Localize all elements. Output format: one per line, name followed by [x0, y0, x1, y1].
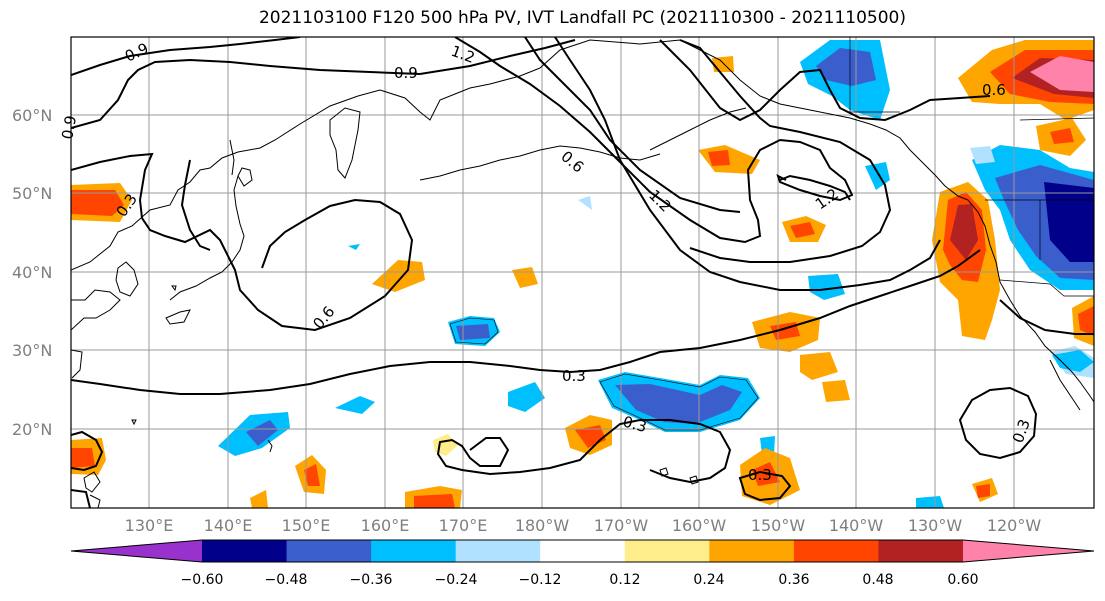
- pv-label: 0.9: [394, 64, 418, 82]
- colorbar-tick-label: −0.48: [265, 572, 308, 588]
- lon-label: 150°W: [751, 516, 806, 535]
- colorbar-cell: [286, 540, 372, 562]
- colorbar-tick-label: −0.36: [350, 572, 393, 588]
- colorbar-tick-label: −0.12: [519, 572, 562, 588]
- lat-label: 30°N: [12, 341, 52, 360]
- map-title: 2021103100 F120 500 hPa PV, IVT Landfall…: [258, 8, 906, 28]
- colorbar-tick-label: 0.12: [609, 572, 640, 588]
- colorbar-cells: [70, 539, 1095, 563]
- map-frame: [70, 36, 1095, 509]
- lat-label: 60°N: [12, 106, 52, 125]
- lon-label: 130°W: [908, 516, 963, 535]
- lon-label: 150°E: [282, 516, 331, 535]
- colorbar-cell: [709, 540, 795, 562]
- pv-label: 0.3: [621, 412, 649, 436]
- lon-label: 180°W: [515, 516, 570, 535]
- political-borders: [849, 37, 1094, 297]
- pv-label: 0.3: [562, 367, 586, 385]
- lat-label: 20°N: [12, 420, 52, 439]
- lon-label: 160°E: [361, 516, 410, 535]
- map-plot-area: [71, 37, 1094, 508]
- colorbar-tick-label: 0.24: [693, 572, 724, 588]
- colorbar-extend-low: [71, 540, 202, 562]
- colorbar-tick-label: 0.48: [862, 572, 893, 588]
- colorbar: −0.60 −0.48 −0.36 −0.24 −0.12 0.12 0.24 …: [70, 539, 1095, 588]
- shading-outlines: [449, 317, 759, 431]
- lon-label: 170°W: [594, 516, 649, 535]
- pv-label: 0.9: [58, 114, 80, 141]
- colorbar-tick-label: 0.36: [778, 572, 809, 588]
- lon-label: 170°E: [439, 516, 488, 535]
- colorbar-cell: [793, 540, 879, 562]
- lat-label: 50°N: [12, 184, 52, 203]
- colorbar-extend-high: [963, 540, 1094, 562]
- colorbar-cell: [540, 540, 626, 562]
- lon-label: 140°W: [829, 516, 884, 535]
- pv-contours: [71, 37, 1094, 508]
- pv-label: 0.3: [748, 466, 772, 484]
- pv-label: 0.6: [982, 81, 1006, 99]
- colorbar-tick-labels: −0.60 −0.48 −0.36 −0.24 −0.12 0.12 0.24 …: [181, 572, 979, 588]
- lat-label: 40°N: [12, 263, 52, 282]
- colorbar-cell: [624, 540, 710, 562]
- colorbar-cell: [455, 540, 541, 562]
- colorbar-outline: [70, 539, 1095, 563]
- colorbar-cell: [878, 540, 964, 562]
- gridlines: [71, 37, 1094, 508]
- lon-label: 120°W: [987, 516, 1042, 535]
- longitude-labels: 130°E 140°E 150°E 160°E 170°E 180°W 170°…: [125, 516, 1042, 535]
- latitude-labels: 60°N 50°N 40°N 30°N 20°N: [12, 106, 52, 439]
- lon-label: 140°E: [204, 516, 253, 535]
- lon-label: 130°E: [125, 516, 174, 535]
- colorbar-tick-label: −0.24: [435, 572, 478, 588]
- colorbar-tick-label: 0.60: [947, 572, 978, 588]
- colorbar-cell: [202, 540, 288, 562]
- colorbar-cell: [371, 540, 457, 562]
- lon-label: 160°W: [672, 516, 727, 535]
- colorbar-tick-label: −0.60: [181, 572, 224, 588]
